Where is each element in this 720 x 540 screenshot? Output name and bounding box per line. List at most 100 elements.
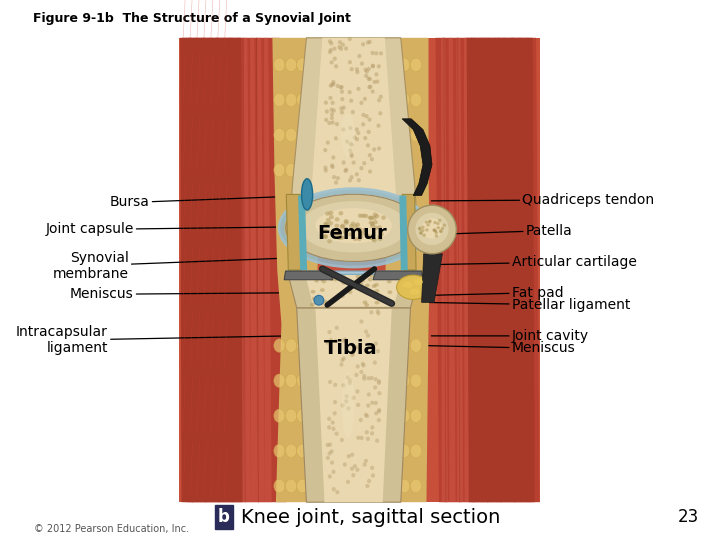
Ellipse shape (348, 378, 352, 382)
Ellipse shape (435, 231, 438, 234)
Ellipse shape (286, 339, 297, 352)
Ellipse shape (363, 136, 367, 140)
Text: © 2012 Pearson Education, Inc.: © 2012 Pearson Education, Inc. (35, 523, 189, 534)
Ellipse shape (351, 353, 354, 357)
Ellipse shape (361, 122, 365, 126)
Text: 23: 23 (678, 508, 699, 526)
Ellipse shape (326, 341, 330, 345)
Text: Articular cartilage: Articular cartilage (435, 255, 636, 269)
Ellipse shape (361, 363, 366, 368)
Ellipse shape (356, 131, 361, 135)
Ellipse shape (361, 113, 366, 117)
Ellipse shape (410, 288, 420, 295)
Ellipse shape (387, 409, 398, 422)
Ellipse shape (350, 175, 354, 179)
Ellipse shape (320, 288, 325, 292)
Ellipse shape (353, 346, 356, 350)
Ellipse shape (359, 282, 364, 286)
Ellipse shape (372, 80, 377, 84)
Ellipse shape (377, 381, 381, 385)
Ellipse shape (366, 143, 370, 147)
Ellipse shape (324, 100, 328, 105)
Ellipse shape (343, 219, 348, 224)
Ellipse shape (354, 224, 359, 228)
Ellipse shape (274, 480, 285, 492)
Ellipse shape (356, 87, 361, 91)
Ellipse shape (366, 67, 371, 71)
Ellipse shape (410, 93, 422, 106)
Ellipse shape (358, 227, 362, 232)
Polygon shape (264, 38, 271, 502)
Ellipse shape (387, 339, 398, 352)
Ellipse shape (338, 211, 343, 215)
Ellipse shape (367, 479, 371, 483)
Ellipse shape (286, 409, 297, 422)
Ellipse shape (356, 364, 360, 369)
Ellipse shape (297, 374, 307, 388)
Ellipse shape (377, 124, 381, 128)
Ellipse shape (323, 222, 328, 226)
Ellipse shape (377, 146, 381, 151)
Ellipse shape (333, 278, 338, 281)
Polygon shape (243, 38, 251, 502)
Ellipse shape (370, 426, 374, 430)
Ellipse shape (328, 96, 333, 100)
Ellipse shape (392, 276, 397, 280)
Ellipse shape (313, 298, 318, 302)
Ellipse shape (329, 41, 333, 45)
Polygon shape (272, 38, 321, 502)
Ellipse shape (369, 235, 374, 240)
Ellipse shape (335, 228, 339, 233)
Ellipse shape (345, 139, 349, 144)
Ellipse shape (377, 379, 381, 383)
Ellipse shape (375, 438, 379, 443)
Ellipse shape (329, 338, 333, 342)
Ellipse shape (337, 45, 341, 49)
Ellipse shape (371, 64, 375, 69)
Ellipse shape (362, 376, 366, 381)
Ellipse shape (374, 226, 378, 230)
Ellipse shape (361, 42, 365, 46)
Ellipse shape (387, 480, 398, 492)
Ellipse shape (341, 160, 346, 165)
Ellipse shape (350, 143, 354, 147)
Polygon shape (230, 38, 237, 502)
Text: Intracapsular
ligament: Intracapsular ligament (16, 325, 287, 355)
Ellipse shape (373, 220, 378, 224)
Polygon shape (449, 38, 456, 502)
Ellipse shape (346, 406, 351, 410)
Ellipse shape (348, 60, 352, 64)
Ellipse shape (339, 362, 343, 367)
Polygon shape (291, 38, 416, 205)
Ellipse shape (374, 341, 378, 346)
Ellipse shape (366, 393, 371, 397)
Ellipse shape (344, 394, 348, 399)
Polygon shape (182, 38, 287, 502)
Ellipse shape (375, 79, 379, 84)
Polygon shape (510, 38, 517, 502)
Ellipse shape (356, 436, 360, 440)
Ellipse shape (328, 39, 332, 44)
Ellipse shape (356, 403, 360, 407)
Ellipse shape (335, 431, 338, 436)
Ellipse shape (366, 333, 370, 338)
Polygon shape (305, 274, 402, 307)
Ellipse shape (362, 228, 367, 232)
Ellipse shape (343, 227, 348, 231)
Polygon shape (436, 38, 539, 502)
Ellipse shape (387, 291, 392, 294)
Ellipse shape (359, 436, 364, 440)
Ellipse shape (341, 273, 346, 276)
Ellipse shape (369, 274, 374, 278)
Ellipse shape (355, 70, 359, 74)
Ellipse shape (344, 399, 348, 403)
Ellipse shape (286, 194, 421, 261)
Ellipse shape (359, 370, 364, 374)
Polygon shape (188, 38, 195, 502)
Ellipse shape (351, 110, 355, 114)
Ellipse shape (339, 235, 344, 240)
Text: Figure 9-1b  The Structure of a Synovial Joint: Figure 9-1b The Structure of a Synovial … (33, 12, 351, 25)
Ellipse shape (348, 290, 353, 294)
Polygon shape (180, 38, 243, 502)
Ellipse shape (333, 383, 338, 387)
